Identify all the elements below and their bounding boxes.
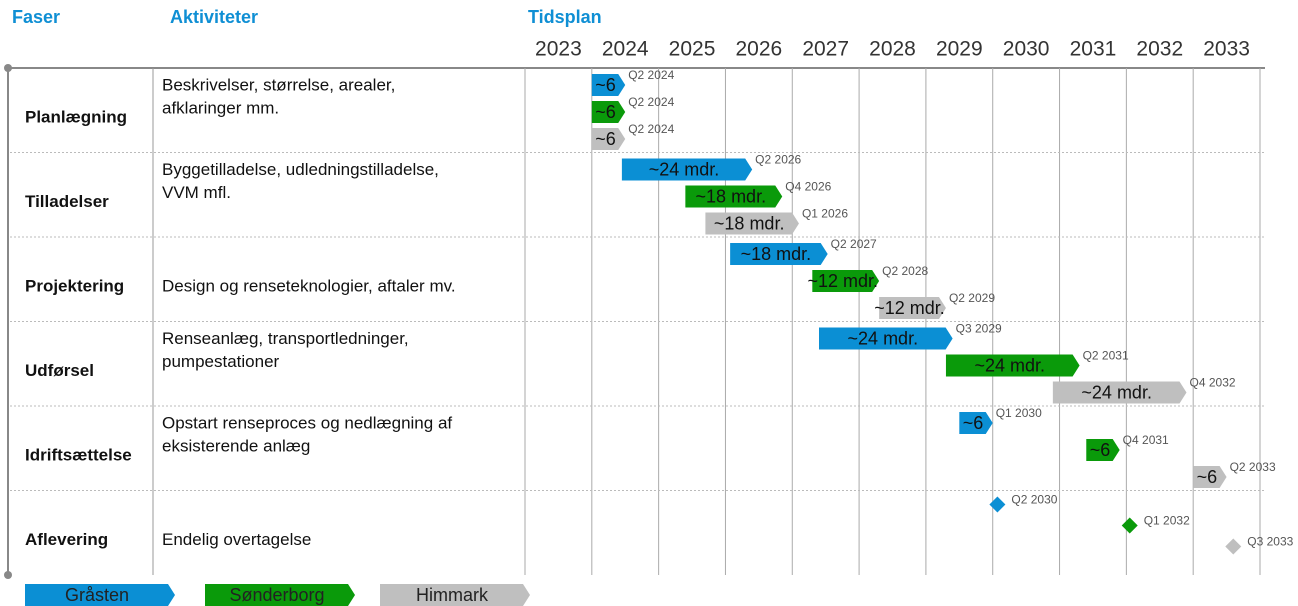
legend-label: Himmark	[416, 585, 489, 605]
task-end-label: Q3 2029	[956, 322, 1002, 336]
activity-label: Byggetilladelse, udledningstilladelse,	[162, 160, 439, 179]
task-end-label: Q4 2026	[785, 180, 831, 194]
task-end-label: Q1 2026	[802, 207, 848, 221]
activity-label: Opstart renseproces og nedlægning af	[162, 413, 452, 432]
task-bar	[879, 297, 946, 319]
activity-label: Renseanlæg, transportledninger,	[162, 329, 409, 348]
task-label: ~24 mdr.	[1081, 382, 1152, 402]
x-tick-label: 2029	[936, 38, 983, 61]
legend-label: Sønderborg	[229, 585, 324, 605]
task-bar	[1086, 439, 1120, 461]
milestone-label: Q1 2032	[1144, 514, 1190, 528]
milestone-label: Q2 2030	[1011, 493, 1057, 507]
task-end-label: Q2 2026	[755, 153, 801, 167]
rule-dot	[4, 64, 12, 72]
task-end-label: Q2 2031	[1083, 349, 1129, 363]
activity-label: eksisterende anlæg	[162, 436, 310, 455]
task-end-label: Q2 2024	[628, 122, 674, 136]
milestone	[1225, 538, 1242, 555]
phase-label: Aflevering	[25, 530, 108, 549]
task-label: ~12 mdr.	[807, 271, 878, 291]
x-tick-label: 2028	[869, 38, 916, 61]
phase-label: Udførsel	[25, 361, 94, 380]
rule-dot	[4, 571, 12, 579]
activity-label: VVM mfl.	[162, 183, 231, 202]
header-phases: Faser	[12, 7, 60, 27]
header-activities: Aktiviteter	[170, 7, 258, 27]
legend-swatch	[380, 584, 530, 606]
task-bar	[819, 327, 953, 350]
task-label: ~24 mdr.	[649, 159, 720, 179]
x-tick-label: 2030	[1003, 38, 1050, 61]
task-label: ~6	[1090, 440, 1111, 460]
legend-swatch	[205, 584, 355, 606]
activity-label: Endelig overtagelse	[162, 530, 311, 549]
milestone	[1121, 517, 1138, 534]
task-bar	[959, 412, 993, 434]
task-end-label: Q2 2033	[1230, 460, 1276, 474]
x-tick-label: 2026	[736, 38, 783, 61]
task-bar	[591, 101, 626, 123]
legend-label: Gråsten	[65, 585, 129, 605]
task-bar	[685, 185, 783, 208]
task-bar	[1052, 381, 1187, 404]
x-tick-label: 2033	[1203, 38, 1250, 61]
task-bar	[591, 74, 626, 96]
header-schedule: Tidsplan	[528, 7, 602, 27]
x-tick-label: 2031	[1070, 38, 1117, 61]
x-tick-label: 2027	[802, 38, 849, 61]
activity-label: afklaringer mm.	[162, 98, 279, 117]
phase-label: Tilladelser	[25, 192, 109, 211]
task-label: ~18 mdr.	[714, 213, 785, 233]
x-tick-label: 2025	[669, 38, 716, 61]
task-bar	[730, 243, 828, 265]
task-label: ~6	[595, 75, 616, 95]
x-tick-label: 2032	[1136, 38, 1183, 61]
x-tick-label: 2023	[535, 38, 582, 61]
task-end-label: Q1 2030	[996, 406, 1042, 420]
legend-swatch	[25, 584, 175, 606]
task-bar	[705, 212, 799, 235]
activity-label: pumpestationer	[162, 352, 280, 371]
phase-label: Planlægning	[25, 108, 127, 127]
task-end-label: Q2 2027	[831, 237, 877, 251]
task-end-label: Q4 2032	[1190, 376, 1236, 390]
task-end-label: Q2 2029	[949, 291, 995, 305]
milestone-label: Q3 2033	[1247, 535, 1293, 549]
task-label: ~6	[595, 129, 616, 149]
activity-label: Beskrivelser, størrelse, arealer,	[162, 75, 395, 94]
task-end-label: Q2 2024	[628, 68, 674, 82]
task-bar	[945, 354, 1080, 377]
task-label: ~6	[595, 102, 616, 122]
milestone	[989, 496, 1006, 513]
phase-label: Idriftsættelse	[25, 446, 132, 465]
task-label: ~6	[1197, 467, 1218, 487]
task-bar	[621, 158, 753, 181]
task-label: ~12 mdr.	[874, 298, 945, 318]
task-bar	[1193, 466, 1227, 488]
phase-label: Projektering	[25, 277, 124, 296]
x-tick-label: 2024	[602, 38, 649, 61]
task-end-label: Q2 2024	[628, 95, 674, 109]
task-bar	[812, 270, 880, 292]
task-label: ~24 mdr.	[974, 355, 1045, 375]
activity-label: Design og renseteknologier, aftaler mv.	[162, 277, 456, 296]
task-label: ~6	[963, 413, 984, 433]
task-label: ~18 mdr.	[741, 244, 812, 264]
task-end-label: Q4 2031	[1123, 433, 1169, 447]
task-label: ~24 mdr.	[848, 328, 919, 348]
task-label: ~18 mdr.	[696, 186, 767, 206]
task-end-label: Q2 2028	[882, 264, 928, 278]
task-bar	[591, 128, 626, 150]
